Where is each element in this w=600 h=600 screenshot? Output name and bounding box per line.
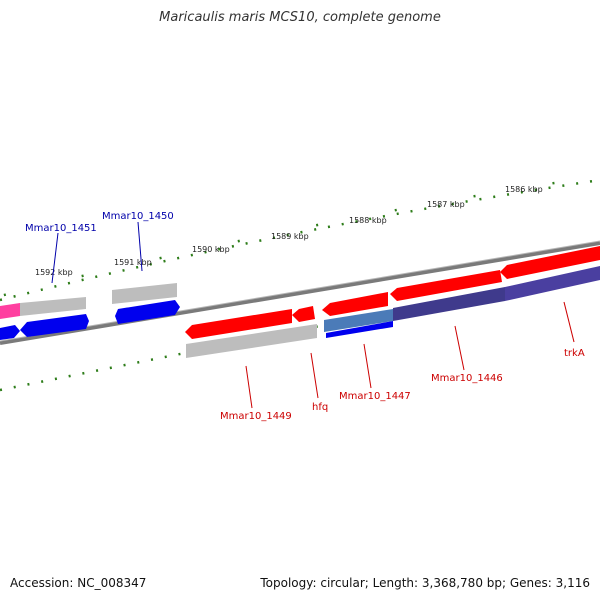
gene-feature	[393, 287, 505, 321]
gene-label-mmar10-1449: Mmar10_1449	[220, 411, 292, 422]
gene-label-mmar10-1447: Mmar10_1447	[339, 391, 411, 402]
cds-feature	[20, 297, 86, 316]
gene-feature	[292, 306, 315, 322]
gene-features-left	[0, 283, 180, 340]
tick-label-1591: 1591 kbp	[114, 258, 152, 267]
leader-line-trka	[563, 301, 575, 343]
leader-line-mmar10-1449	[245, 365, 253, 409]
map-title: Maricaulis maris MCS10, complete genome	[159, 10, 441, 25]
gene-feature	[322, 292, 388, 316]
inner-tick-ring	[0, 268, 600, 392]
accession-text: Accession: NC_008347	[10, 576, 147, 590]
gene-label-hfq: hfq	[312, 402, 328, 413]
cds-feature	[112, 283, 177, 304]
tick-label-1589: 1589 kbp	[271, 232, 309, 241]
gene-feature	[0, 303, 20, 319]
gene-feature	[500, 246, 600, 279]
leader-line-mmar10-1450	[137, 221, 143, 272]
gene-label-trka: trkA	[564, 348, 585, 359]
gene-label-mmar10-1446: Mmar10_1446	[431, 373, 503, 384]
leader-lines	[51, 221, 575, 409]
gene-labels: Mmar10_1451 Mmar10_1450 Mmar10_1449 hfq …	[25, 211, 585, 422]
cds-feature	[186, 324, 317, 358]
scale-labels: 1586 kbp 1587 kbp 1588 kbp 1589 kbp 1590…	[35, 185, 543, 277]
gene-label-mmar10-1450: Mmar10_1450	[102, 211, 174, 222]
gene-features-right	[185, 246, 600, 358]
gene-feature	[324, 309, 393, 332]
genome-backbone	[0, 241, 600, 345]
gene-feature	[20, 314, 89, 337]
gene-feature	[505, 266, 600, 301]
tick-label-1586: 1586 kbp	[505, 185, 543, 194]
gene-feature	[390, 270, 502, 301]
tick-label-1592: 1592 kbp	[35, 268, 73, 277]
gene-feature	[185, 309, 292, 339]
topology-summary: Topology: circular; Length: 3,368,780 bp…	[260, 576, 590, 590]
tick-label-1588: 1588 kbp	[349, 216, 387, 225]
gene-feature	[115, 300, 180, 324]
gene-feature	[326, 321, 393, 338]
gene-feature	[0, 325, 20, 340]
leader-line-hfq	[310, 352, 319, 399]
tick-label-1587: 1587 kbp	[427, 200, 465, 209]
leader-line-mmar10-1446	[454, 325, 465, 371]
tick-label-1590: 1590 kbp	[192, 245, 230, 254]
leader-line-mmar10-1451	[51, 232, 59, 284]
leader-line-mmar10-1447	[363, 343, 372, 389]
gene-label-mmar10-1451: Mmar10_1451	[25, 223, 97, 234]
